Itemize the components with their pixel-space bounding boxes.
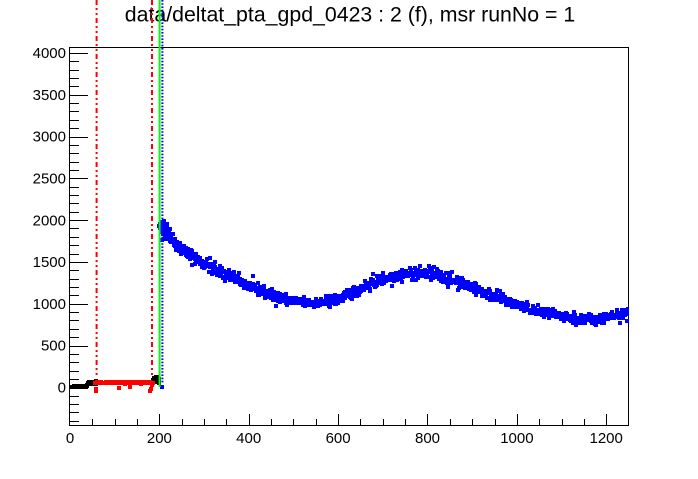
- svg-text:3500: 3500: [33, 87, 66, 104]
- svg-text:800: 800: [415, 430, 440, 447]
- svg-text:0: 0: [58, 380, 66, 397]
- svg-text:0: 0: [66, 430, 74, 447]
- svg-text:4000: 4000: [33, 45, 66, 62]
- svg-text:1200: 1200: [590, 430, 623, 447]
- svg-text:400: 400: [236, 430, 261, 447]
- svg-text:1500: 1500: [33, 254, 66, 271]
- svg-text:2500: 2500: [33, 171, 66, 188]
- svg-text:2000: 2000: [33, 212, 66, 229]
- svg-text:600: 600: [326, 430, 351, 447]
- svg-text:1000: 1000: [33, 296, 66, 313]
- svg-text:data/deltat_pta_gpd_0423 : 2 (: data/deltat_pta_gpd_0423 : 2 (f), msr ru…: [125, 3, 575, 27]
- svg-text:200: 200: [147, 430, 172, 447]
- svg-text:1000: 1000: [500, 430, 533, 447]
- svg-text:3000: 3000: [33, 129, 66, 146]
- svg-text:500: 500: [41, 338, 66, 355]
